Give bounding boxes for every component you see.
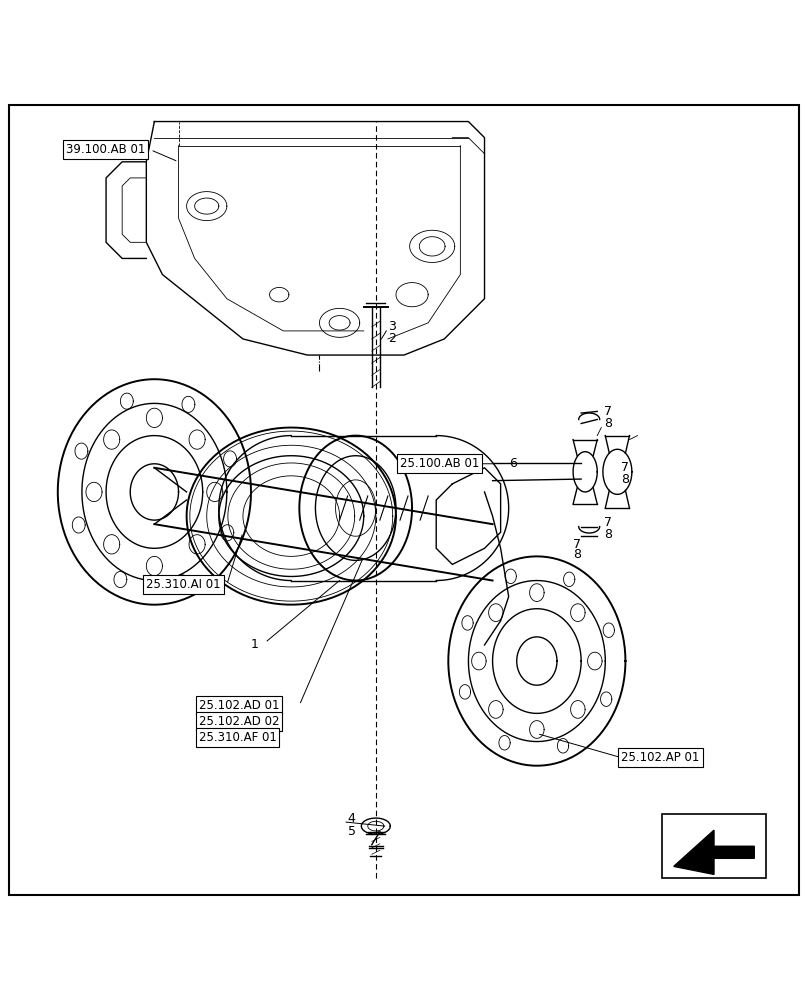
Text: 8: 8 xyxy=(604,417,612,430)
Text: 7: 7 xyxy=(604,516,612,529)
Text: 8: 8 xyxy=(604,528,612,541)
Text: 7: 7 xyxy=(604,405,612,418)
Text: 6: 6 xyxy=(509,457,516,470)
Polygon shape xyxy=(674,830,755,874)
FancyBboxPatch shape xyxy=(662,814,766,878)
Text: 25.310.AF 01: 25.310.AF 01 xyxy=(199,731,276,744)
Text: 25.102.AD 01: 25.102.AD 01 xyxy=(199,699,280,712)
Text: 39.100.AB 01: 39.100.AB 01 xyxy=(65,143,145,156)
Text: 7: 7 xyxy=(621,461,629,474)
Text: 25.310.AI 01: 25.310.AI 01 xyxy=(146,578,221,591)
Text: 5: 5 xyxy=(347,825,356,838)
Text: 8: 8 xyxy=(621,473,629,486)
Text: 25.100.AB 01: 25.100.AB 01 xyxy=(400,457,479,470)
FancyBboxPatch shape xyxy=(10,105,798,895)
Text: 1: 1 xyxy=(251,638,259,651)
Text: 4: 4 xyxy=(347,812,356,825)
Text: 2: 2 xyxy=(388,332,396,345)
Text: 25.102.AP 01: 25.102.AP 01 xyxy=(621,751,700,764)
Text: 7: 7 xyxy=(573,538,581,551)
Text: 8: 8 xyxy=(573,548,581,561)
Text: 25.102.AD 02: 25.102.AD 02 xyxy=(199,715,280,728)
Text: 3: 3 xyxy=(388,320,396,333)
